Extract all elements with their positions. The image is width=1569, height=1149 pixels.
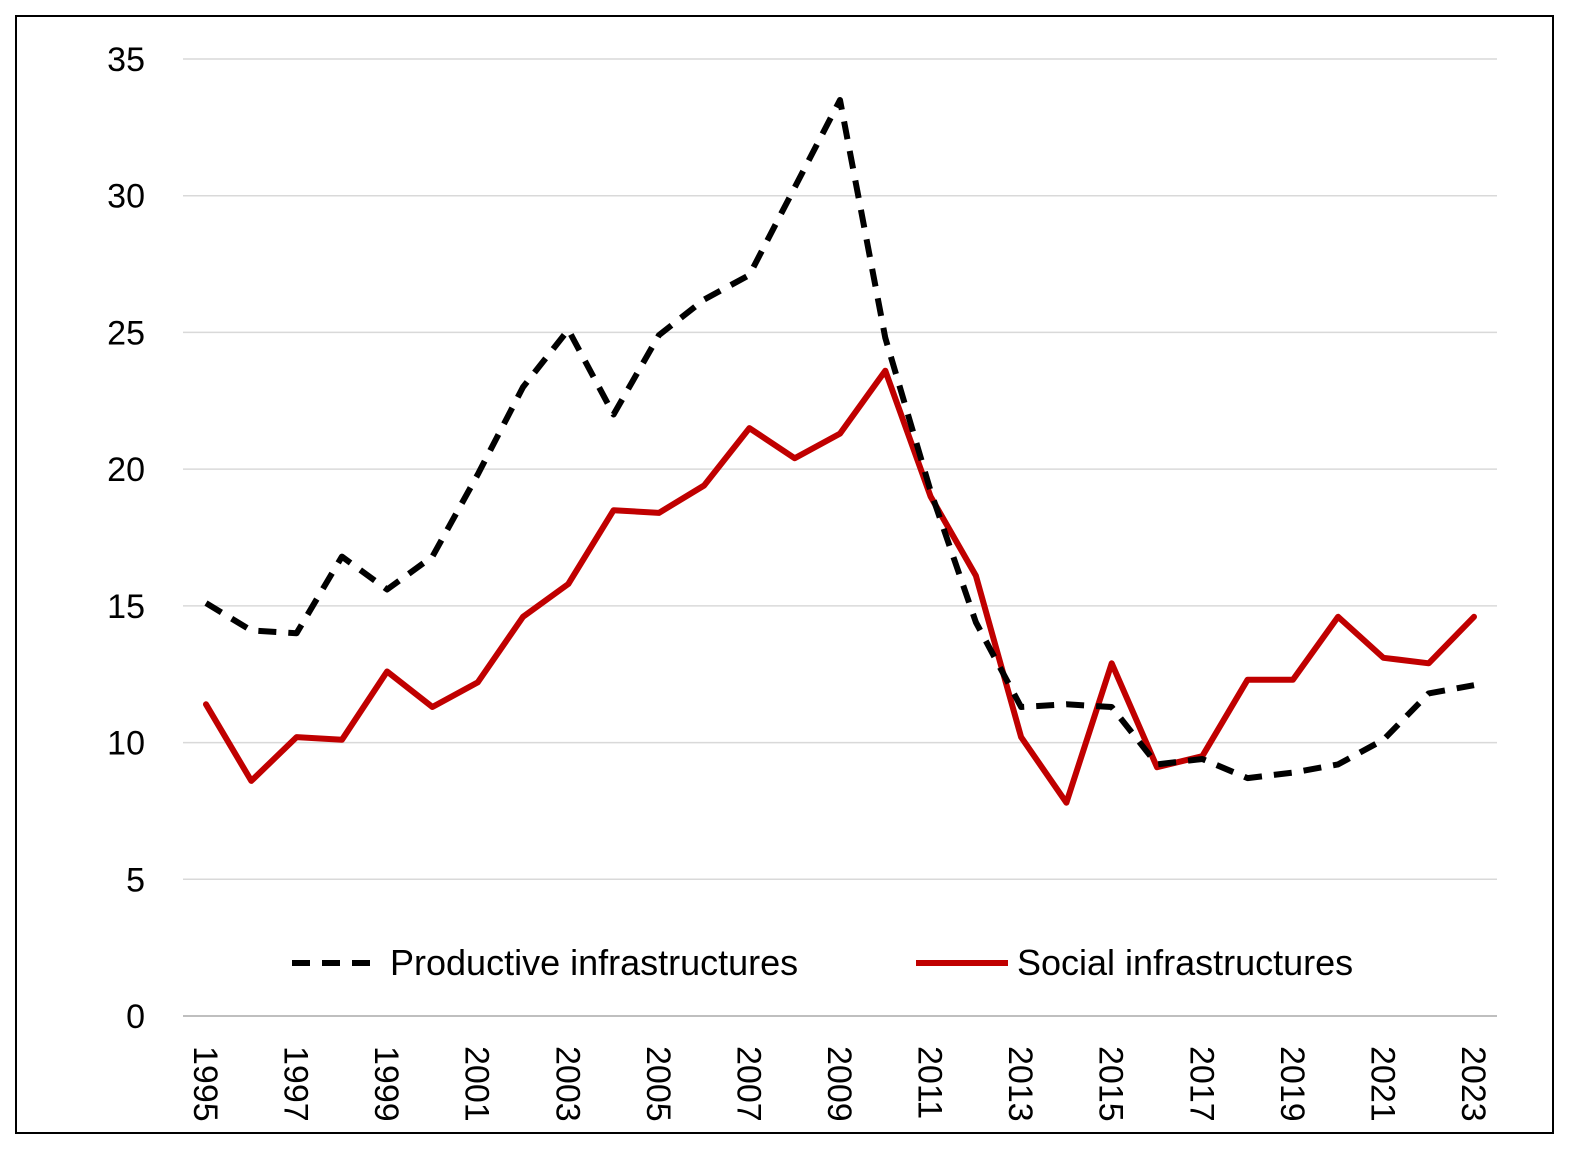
legend: Productive infrastructures Social infras… — [292, 942, 1353, 983]
legend-label-social: Social infrastructures — [1017, 942, 1353, 983]
x-axis-tick-labels: 1995 1997 1999 2001 2003 2005 2007 2009 2011 2013… — [186, 1046, 1492, 1122]
y-tick-label: 20 — [107, 451, 145, 489]
y-tick-label: 25 — [107, 314, 145, 352]
x-tick-label: 2021 — [1363, 1046, 1401, 1122]
legend-label-productive: Productive infrastructures — [390, 942, 798, 983]
x-tick-label: 2007 — [729, 1046, 767, 1122]
x-tick-label: 2019 — [1273, 1046, 1311, 1122]
x-tick-label: 2017 — [1182, 1046, 1220, 1122]
series-line-social — [203, 367, 1477, 806]
y-tick-label: 0 — [126, 998, 145, 1036]
series-lines — [203, 97, 1477, 806]
y-tick-label: 10 — [107, 725, 145, 763]
x-tick-label: 1997 — [277, 1046, 315, 1122]
x-tick-label: 1999 — [367, 1046, 405, 1122]
y-tick-label: 15 — [107, 588, 145, 626]
x-tick-label: 2011 — [911, 1046, 949, 1119]
x-tick-label: 2009 — [820, 1046, 858, 1122]
x-tick-label: 2023 — [1454, 1046, 1492, 1122]
gridlines — [183, 58, 1497, 1017]
x-tick-label: 2003 — [548, 1046, 586, 1122]
y-axis-tick-labels: 0 5 10 15 20 25 30 35 — [107, 41, 145, 1036]
x-tick-label: 2001 — [458, 1046, 496, 1122]
x-tick-label: 2013 — [1001, 1046, 1039, 1122]
y-tick-label: 30 — [107, 178, 145, 216]
x-tick-label: 2015 — [1092, 1046, 1130, 1122]
y-tick-label: 5 — [126, 861, 145, 899]
y-tick-label: 35 — [107, 41, 145, 79]
x-tick-label: 2005 — [639, 1046, 677, 1122]
x-tick-label: 1995 — [186, 1046, 224, 1122]
series-line-productive — [204, 97, 1475, 782]
